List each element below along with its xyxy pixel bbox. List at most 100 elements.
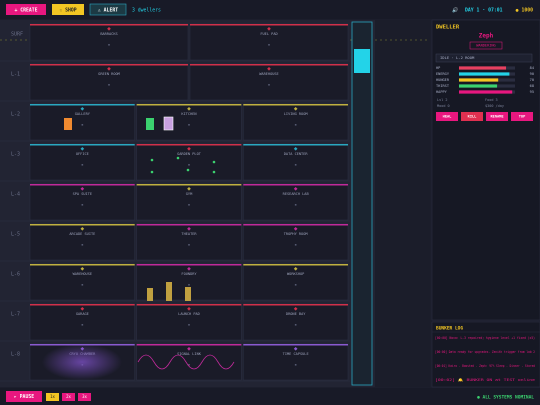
room-name: KITCHEN bbox=[181, 112, 196, 116]
room-icon bbox=[107, 26, 111, 31]
room-dot bbox=[108, 84, 110, 86]
stat-value: 90 bbox=[530, 72, 534, 76]
room-name: TIME CAPSULE bbox=[283, 352, 309, 356]
stat-bar bbox=[459, 90, 513, 94]
room-stripe bbox=[243, 104, 348, 106]
room-dot bbox=[81, 204, 84, 206]
room-stripe bbox=[30, 304, 135, 306]
room-dot bbox=[268, 44, 270, 46]
dweller-count: 3 dwellers bbox=[132, 7, 161, 13]
room-stripe bbox=[30, 144, 135, 146]
room-name: GREEN ROOM bbox=[98, 72, 120, 76]
plant bbox=[212, 160, 216, 164]
room-dot bbox=[81, 244, 84, 246]
speed-button[interactable] bbox=[46, 393, 59, 401]
floor-label: L-6 bbox=[11, 272, 20, 278]
stat-value: 95 bbox=[530, 90, 534, 94]
room-icon bbox=[293, 146, 298, 151]
dweller-sprite[interactable] bbox=[64, 118, 72, 130]
log-entry: [00:01] Kairo - Boosted - Zeph: 97% Slee… bbox=[435, 364, 535, 368]
room-name: GALLERY bbox=[75, 112, 91, 116]
room-name: LAUNCH PAD bbox=[178, 312, 200, 316]
room-name: GARDEN PLOT bbox=[177, 152, 202, 156]
floor-label: L-8 bbox=[11, 352, 20, 358]
room-stripe bbox=[190, 24, 348, 26]
dweller-sprite[interactable] bbox=[163, 116, 174, 131]
room-name: TROPHY ROOM bbox=[284, 232, 309, 236]
room-stripe bbox=[30, 64, 188, 66]
room-dot bbox=[294, 324, 297, 326]
room-dot bbox=[108, 44, 110, 46]
room-name: GARAGE bbox=[76, 312, 89, 316]
header-button-label: ⚠ ALERT bbox=[98, 7, 118, 13]
room-icon bbox=[293, 186, 298, 191]
log-title: BUNKER LOG bbox=[436, 326, 463, 332]
header-button[interactable] bbox=[52, 4, 84, 15]
bottom-bar bbox=[0, 388, 540, 405]
header-button-label: + CREATE bbox=[14, 7, 37, 13]
room-stripe bbox=[136, 304, 242, 306]
room-icon bbox=[187, 186, 191, 191]
system-status: ● ALL SYSTEMS NOMINAL bbox=[477, 395, 534, 401]
room-icon bbox=[187, 266, 191, 271]
room-name: ARCADE SUITE bbox=[69, 232, 95, 236]
room-stripe bbox=[243, 144, 348, 146]
room-icon bbox=[187, 226, 191, 231]
floor-label: L-1 bbox=[11, 72, 20, 78]
speed-button[interactable] bbox=[78, 393, 91, 401]
room-icon bbox=[80, 106, 85, 111]
elevator-shaft bbox=[351, 21, 373, 386]
room-stripe bbox=[30, 104, 135, 106]
detail: Food 3 bbox=[485, 98, 498, 102]
room-stripe bbox=[30, 184, 135, 186]
room-dot bbox=[188, 164, 190, 166]
room-icon bbox=[187, 106, 191, 111]
panel-button[interactable] bbox=[461, 112, 483, 121]
floor-label: L-4 bbox=[11, 192, 20, 198]
panel-button[interactable] bbox=[486, 112, 508, 121]
panel-button[interactable] bbox=[436, 112, 458, 121]
room-name: FOUNDRY bbox=[181, 272, 197, 276]
stat-label: ENERGY bbox=[436, 72, 450, 76]
panel-button[interactable] bbox=[511, 112, 533, 121]
room-icon bbox=[80, 186, 85, 191]
room[interactable] bbox=[136, 303, 242, 341]
room-name: LIVING ROOM bbox=[284, 112, 309, 116]
room-stripe bbox=[30, 224, 135, 226]
detail: $300 /day bbox=[485, 104, 504, 108]
room-icon bbox=[80, 226, 85, 231]
detail: Mood 0 bbox=[437, 104, 450, 108]
coins: ● 1000 bbox=[516, 7, 533, 13]
room-icon bbox=[107, 66, 111, 71]
log-entry: [00:00] Data ready for upgrades. Zenith … bbox=[435, 350, 535, 354]
cryo-glow bbox=[42, 344, 122, 380]
plant bbox=[212, 170, 216, 174]
pause-button[interactable] bbox=[6, 391, 42, 402]
log-panel bbox=[431, 321, 540, 388]
speed-label: 3x bbox=[82, 394, 87, 399]
speed-label: 2x bbox=[66, 394, 71, 399]
header-button[interactable] bbox=[6, 4, 46, 15]
stat-label: HAPPY bbox=[436, 90, 448, 94]
status-text: IDLE · L-2 ROOM bbox=[440, 55, 475, 60]
dweller-panel bbox=[431, 19, 540, 321]
room-dot bbox=[294, 164, 297, 166]
floor-label: SURF bbox=[11, 32, 23, 38]
panel-button-label: TOP bbox=[519, 115, 526, 119]
room-stripe bbox=[30, 264, 135, 266]
room-dot bbox=[268, 84, 270, 86]
detail: Lvl 2 bbox=[437, 98, 448, 102]
dweller-sprite[interactable] bbox=[146, 118, 154, 130]
room-dot bbox=[81, 124, 84, 126]
header-button[interactable] bbox=[89, 3, 127, 16]
badge-text: WANDERING bbox=[476, 44, 495, 48]
elevator-car[interactable] bbox=[354, 49, 370, 73]
room-name: SIGNAL LINK bbox=[177, 352, 202, 356]
panel-button-label: KILL bbox=[468, 115, 477, 119]
room-dot bbox=[294, 124, 297, 126]
room-stripe bbox=[243, 304, 348, 306]
speed-button[interactable] bbox=[62, 393, 75, 401]
room-icon bbox=[293, 106, 298, 111]
pause-label: ▸ PAUSE bbox=[14, 394, 34, 400]
